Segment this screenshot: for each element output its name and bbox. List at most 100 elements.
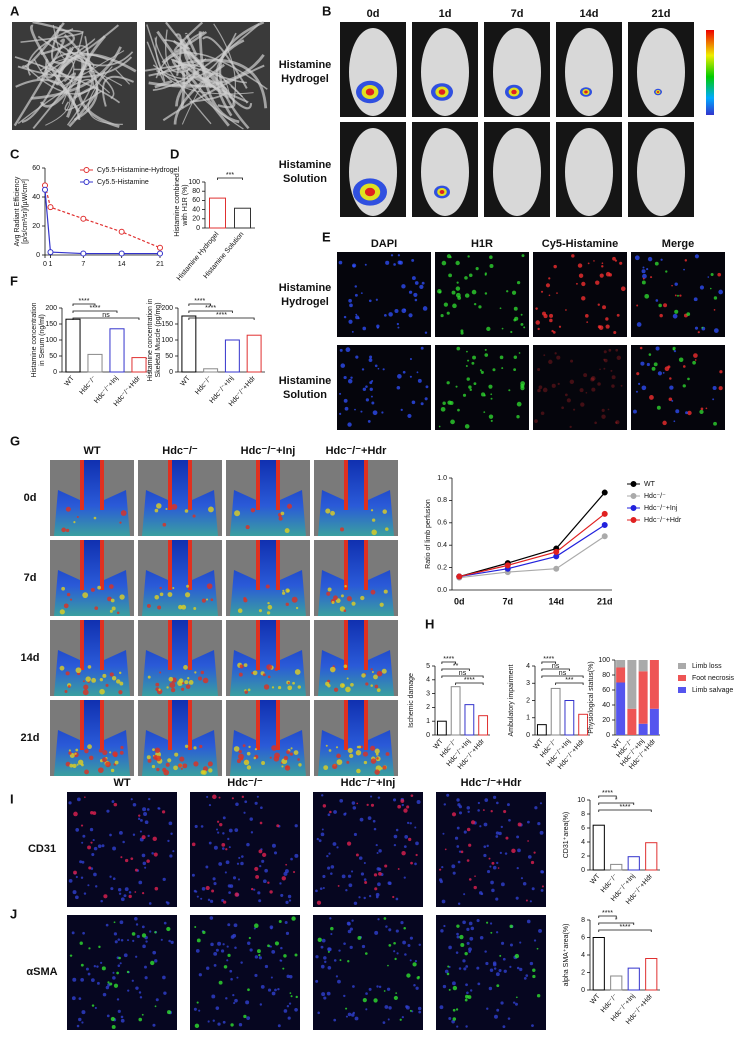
cell <box>365 398 369 402</box>
stain <box>374 887 378 891</box>
perfusion-spot <box>343 609 347 612</box>
cell <box>669 385 674 390</box>
nucleus <box>80 876 84 879</box>
nucleus <box>502 957 506 961</box>
fiber <box>20 29 84 43</box>
stain <box>291 916 296 921</box>
cell <box>719 370 723 374</box>
cell <box>699 409 704 415</box>
vessel <box>100 540 104 590</box>
cell <box>709 287 712 290</box>
perfusion-spot <box>147 675 151 679</box>
perfusion-spot <box>146 603 151 608</box>
nucleus <box>462 920 466 925</box>
stain <box>466 827 471 832</box>
perfusion-spot <box>253 756 257 760</box>
y-tick-label: 40 <box>192 206 200 213</box>
cell <box>361 368 365 371</box>
cell <box>717 272 722 277</box>
nucleus <box>456 845 460 848</box>
cell <box>537 327 540 331</box>
nucleus <box>455 951 459 954</box>
stain <box>138 1017 143 1022</box>
y-tick-label: 150 <box>161 321 173 328</box>
perfusion-spot <box>91 677 97 683</box>
vessel <box>168 540 172 590</box>
data-point <box>601 510 608 517</box>
cell <box>414 298 418 302</box>
nucleus <box>483 853 487 858</box>
cell <box>437 289 442 294</box>
legend-swatch <box>678 687 686 693</box>
y-tick-label: 1.0 <box>437 475 447 482</box>
y-tick-label: 0.2 <box>437 564 447 571</box>
nucleus <box>347 874 352 878</box>
nucleus <box>387 1018 390 1021</box>
column-header: Hdc⁻/⁻+Inj <box>241 445 296 457</box>
nucleus <box>323 956 327 960</box>
y-tick-label: 40 <box>602 702 610 709</box>
y-axis-label: Histamine concentration inSkeletal Muscl… <box>147 299 162 382</box>
cell <box>614 259 618 262</box>
cell <box>464 424 470 429</box>
significance-bracket <box>541 661 557 664</box>
nucleus <box>400 921 404 925</box>
nucleus <box>210 942 214 947</box>
nucleus <box>498 969 502 973</box>
nucleus <box>382 1021 386 1025</box>
stain <box>394 957 397 961</box>
nucleus <box>351 801 356 805</box>
perfusion-spot <box>65 671 70 676</box>
nucleus <box>492 962 497 967</box>
perfusion-spot <box>351 601 356 606</box>
cell <box>564 393 568 397</box>
stain <box>409 1009 412 1012</box>
cell <box>601 262 604 265</box>
cell <box>662 371 665 374</box>
nucleus <box>96 981 100 985</box>
y-tick-label: 1 <box>426 718 430 725</box>
cell <box>368 299 372 303</box>
significance-label: **** <box>443 656 454 663</box>
nucleus <box>318 839 322 843</box>
cell <box>369 387 373 391</box>
perfusion-spot <box>155 682 160 687</box>
cell <box>488 414 494 419</box>
cell <box>475 267 479 271</box>
significance-bracket <box>455 682 484 685</box>
significance-label: *** <box>226 172 234 179</box>
nucleus <box>135 923 139 926</box>
cell <box>374 364 378 368</box>
perfusion-spot <box>244 690 248 694</box>
cell <box>367 420 371 423</box>
perfusion-spot <box>167 758 172 763</box>
stain <box>294 953 298 957</box>
cell <box>597 382 601 386</box>
stain <box>446 972 450 976</box>
perfusion-spot <box>74 752 77 755</box>
cell <box>447 400 452 405</box>
cell <box>443 302 449 307</box>
nucleus <box>516 835 520 839</box>
perfusion-spot <box>93 516 97 520</box>
significance-bracket <box>598 802 635 805</box>
bar-segment <box>627 708 637 735</box>
nucleus <box>457 902 461 905</box>
perfusion-spot <box>363 760 368 765</box>
nucleus <box>353 901 358 906</box>
y-tick-label: 0.0 <box>437 587 447 594</box>
stain <box>290 995 293 998</box>
nucleus <box>193 1007 197 1011</box>
cell <box>694 254 699 259</box>
stain <box>283 954 287 958</box>
nucleus <box>151 852 154 855</box>
nucleus <box>142 861 147 866</box>
column-header: 14d <box>580 8 599 20</box>
perfusion-spot <box>147 758 152 763</box>
cell <box>398 260 403 265</box>
perfusion-spot <box>65 761 71 767</box>
y-tick-label: 50 <box>49 353 57 360</box>
legend-swatch <box>678 663 686 669</box>
perfusion-spot <box>112 751 118 757</box>
nucleus <box>122 840 125 844</box>
